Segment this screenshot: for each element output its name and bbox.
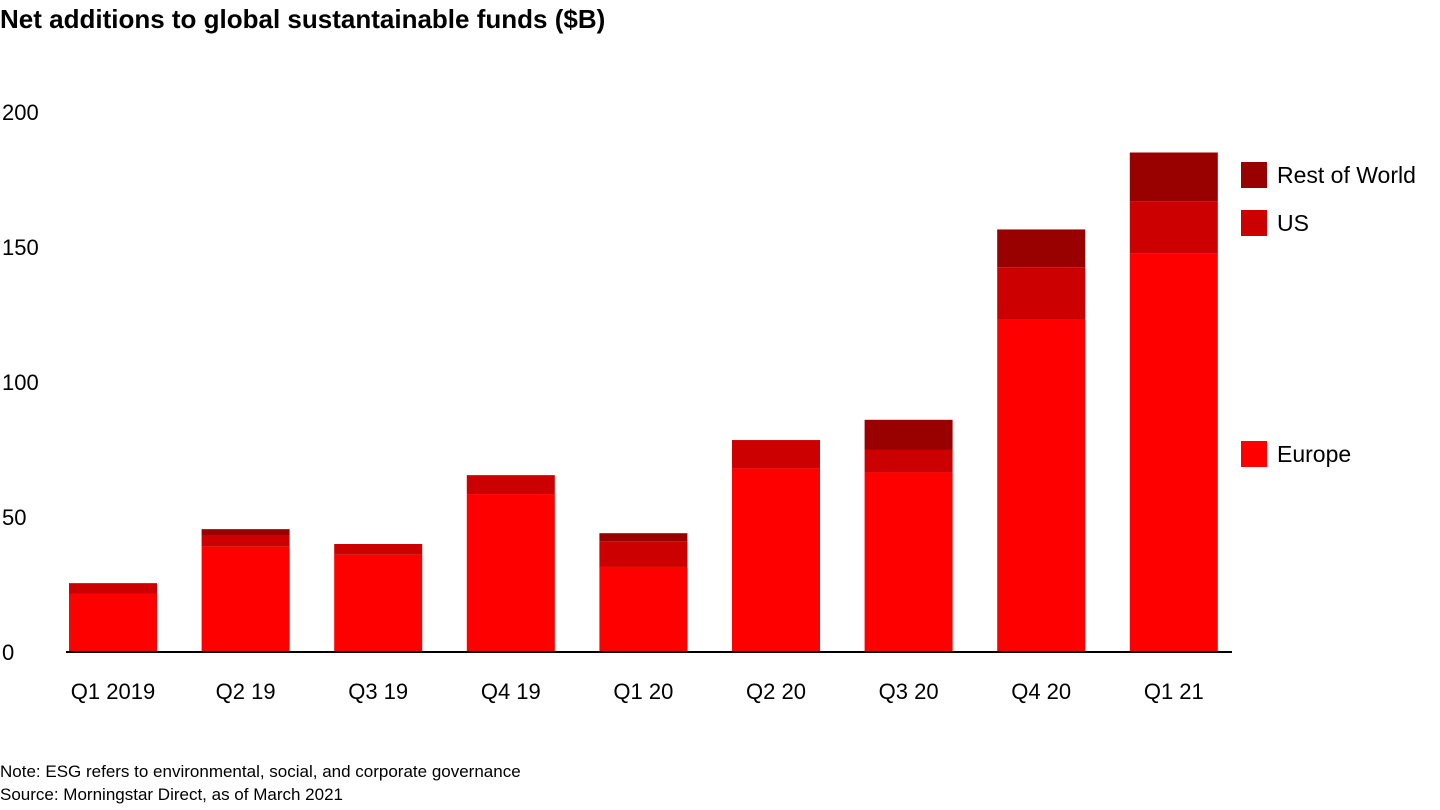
bar-q4-19-europe (466, 494, 555, 652)
x-tick-label-q3-19: Q3 19 (348, 679, 408, 704)
bar-q2-20-us (732, 440, 820, 469)
bar-q4-20-europe (997, 319, 1086, 652)
bars (69, 152, 1218, 652)
x-tick-label-q1-2019: Q1 2019 (71, 679, 155, 704)
legend-swatch-rest-of-world (1241, 162, 1267, 188)
bar-q2-20-europe (732, 468, 820, 652)
bar-q3-20-europe (864, 472, 953, 652)
bar-q1-2019-europe (69, 593, 157, 652)
bar-q2-19-europe (201, 546, 290, 652)
legend-label-europe: Europe (1277, 441, 1351, 467)
bar-q3-20-rest-of-world (864, 419, 953, 450)
x-tick-label-q2-19: Q2 19 (216, 679, 276, 704)
legend-swatch-us (1241, 210, 1267, 236)
footnote-source: Source: Morningstar Direct, as of March … (0, 785, 343, 804)
y-tick-label-150: 150 (2, 235, 39, 260)
bar-q4-20-us (997, 267, 1086, 320)
x-tick-label-q3-20: Q3 20 (879, 679, 939, 704)
footnote-note: Note: ESG refers to environmental, socia… (0, 762, 521, 781)
bar-q1-20-rest-of-world (599, 533, 688, 542)
legend: Europe US Rest of World (1241, 162, 1416, 467)
bar-q3-19-europe (334, 554, 423, 652)
x-axis: Q1 2019 Q2 19 Q3 19 Q4 19 Q1 20 Q2 20 Q3 20 Q4 … (66, 651, 1232, 704)
chart-title: Net additions to global sustantainable f… (0, 4, 606, 34)
bar-q1-20-europe (599, 566, 688, 652)
bar-q1-21-rest-of-world (1129, 152, 1218, 202)
y-tick-label-200: 200 (2, 100, 39, 125)
legend-label-us: US (1277, 210, 1309, 236)
bar-q3-20-us (864, 449, 953, 473)
bar-q2-19-rest-of-world (201, 529, 290, 536)
x-tick-label-q1-21: Q1 21 (1144, 679, 1204, 704)
y-tick-label-100: 100 (2, 370, 39, 395)
y-tick-label-0: 0 (2, 640, 14, 665)
y-axis: 0 50 100 150 200 (2, 100, 39, 665)
y-tick-label-50: 50 (2, 505, 26, 530)
bar-q2-19-us (201, 535, 290, 547)
bar-q1-2019-us (69, 583, 157, 594)
bar-q3-19-us (334, 544, 423, 555)
x-tick-label-q1-20: Q1 20 (613, 679, 673, 704)
legend-label-rest-of-world: Rest of World (1277, 162, 1416, 188)
bar-q1-21-us (1129, 201, 1218, 254)
bar-q1-21-europe (1129, 253, 1218, 652)
bar-q4-20-rest-of-world (997, 229, 1086, 268)
bar-q4-19-us (466, 475, 555, 495)
bar-q1-20-us (599, 541, 688, 567)
x-tick-label-q4-19: Q4 19 (481, 679, 541, 704)
x-tick-label-q2-20: Q2 20 (746, 679, 806, 704)
legend-swatch-europe (1241, 441, 1267, 467)
x-tick-label-q4-20: Q4 20 (1011, 679, 1071, 704)
